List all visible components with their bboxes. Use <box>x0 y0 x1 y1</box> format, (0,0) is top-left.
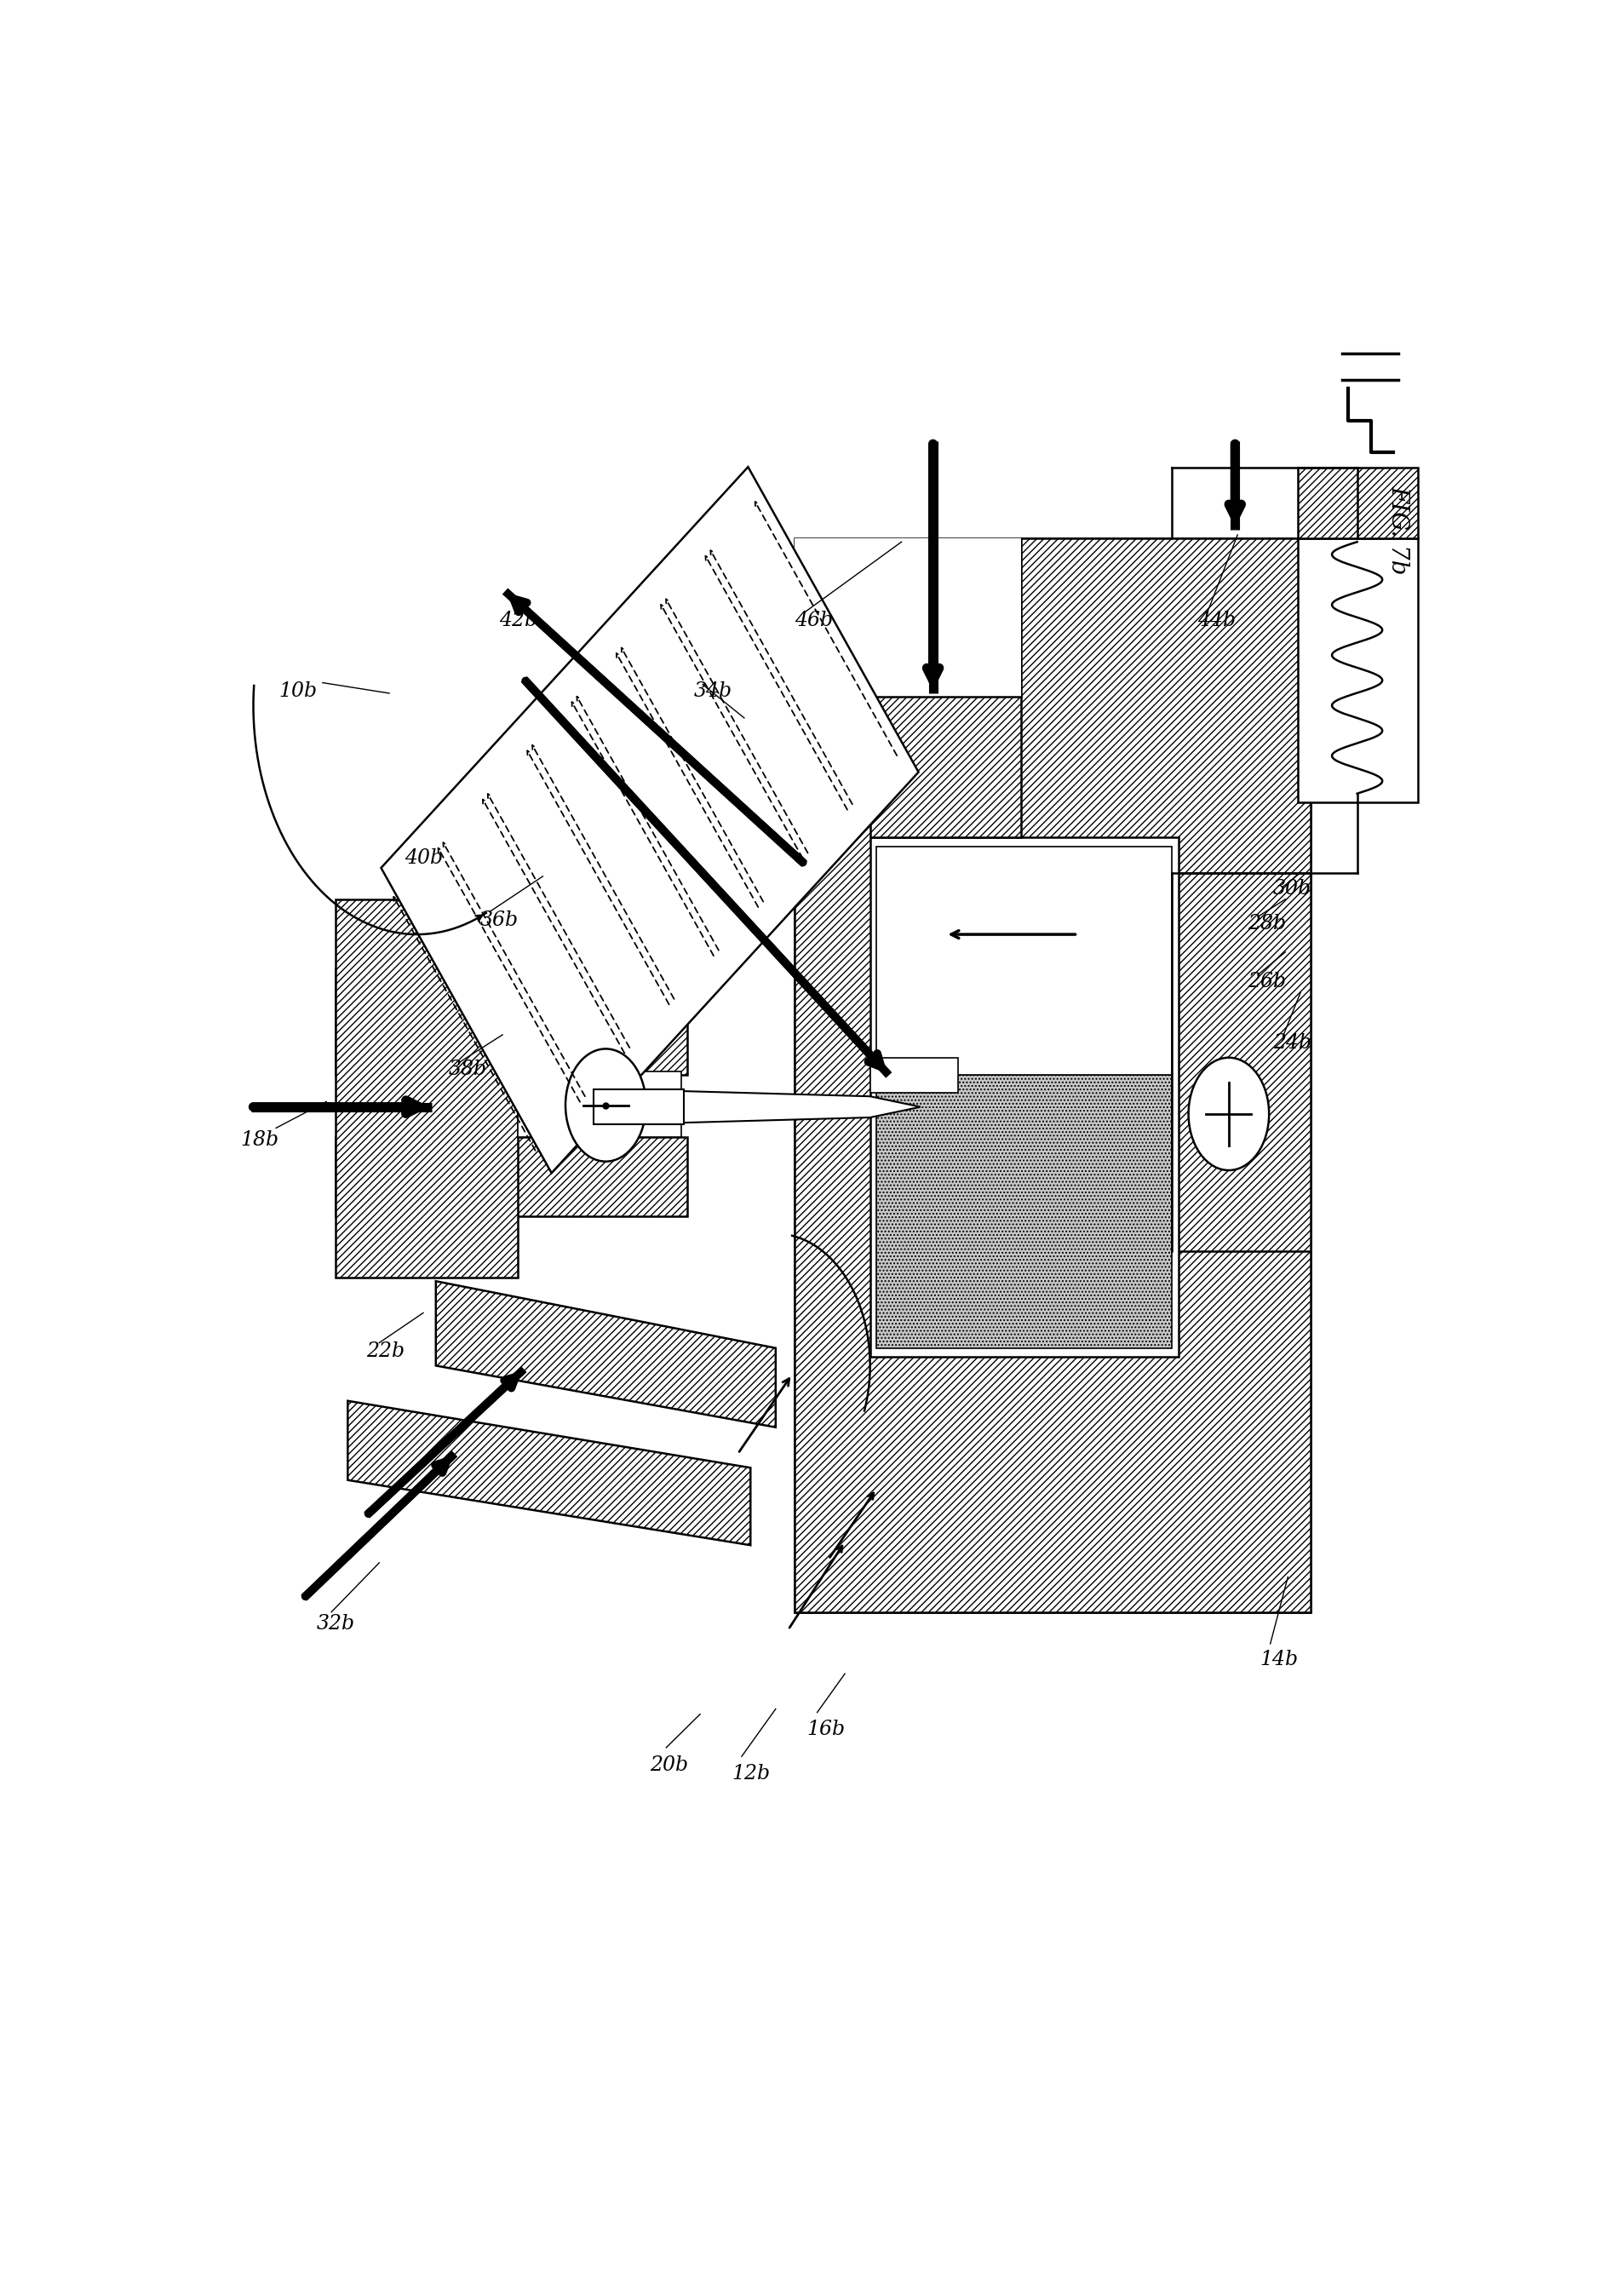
Bar <box>870 1058 958 1093</box>
Text: 36b: 36b <box>481 910 518 930</box>
Text: 16b: 16b <box>807 1719 846 1740</box>
Bar <box>877 846 1173 1074</box>
Text: 28b: 28b <box>1247 914 1286 933</box>
Bar <box>335 1136 687 1216</box>
Bar <box>1298 537 1418 802</box>
Polygon shape <box>870 697 1021 837</box>
Text: 40b: 40b <box>404 848 443 869</box>
Polygon shape <box>794 537 1311 1612</box>
Text: 34b: 34b <box>693 681 732 702</box>
Text: 38b: 38b <box>448 1061 487 1079</box>
Polygon shape <box>682 1090 921 1122</box>
Text: 46b: 46b <box>794 610 833 631</box>
Text: FIG. 7b: FIG. 7b <box>1387 485 1410 574</box>
Bar <box>335 898 518 1278</box>
Text: 14b: 14b <box>1260 1650 1299 1669</box>
Text: 22b: 22b <box>367 1342 404 1360</box>
Text: 26b: 26b <box>1247 972 1286 992</box>
Text: 32b: 32b <box>317 1614 354 1634</box>
Bar <box>870 837 1179 1358</box>
Polygon shape <box>382 466 919 1173</box>
Text: 12b: 12b <box>731 1765 770 1783</box>
Bar <box>794 537 1021 697</box>
Bar <box>877 1074 1173 1349</box>
Bar <box>1173 873 1311 1250</box>
Circle shape <box>565 1049 646 1161</box>
Bar <box>518 1072 682 1136</box>
Polygon shape <box>348 1401 750 1545</box>
Text: 30b: 30b <box>1273 878 1311 898</box>
Bar <box>1298 469 1418 537</box>
Bar <box>593 1090 684 1125</box>
Text: 10b: 10b <box>279 681 317 702</box>
Text: 42b: 42b <box>499 610 538 631</box>
Text: 20b: 20b <box>650 1756 689 1774</box>
Polygon shape <box>435 1280 776 1426</box>
Circle shape <box>1189 1058 1268 1170</box>
Text: 44b: 44b <box>1197 610 1236 631</box>
Bar <box>794 537 1311 1612</box>
Bar <box>335 969 687 1074</box>
Text: 24b: 24b <box>1273 1033 1311 1054</box>
Text: 18b: 18b <box>240 1129 279 1150</box>
